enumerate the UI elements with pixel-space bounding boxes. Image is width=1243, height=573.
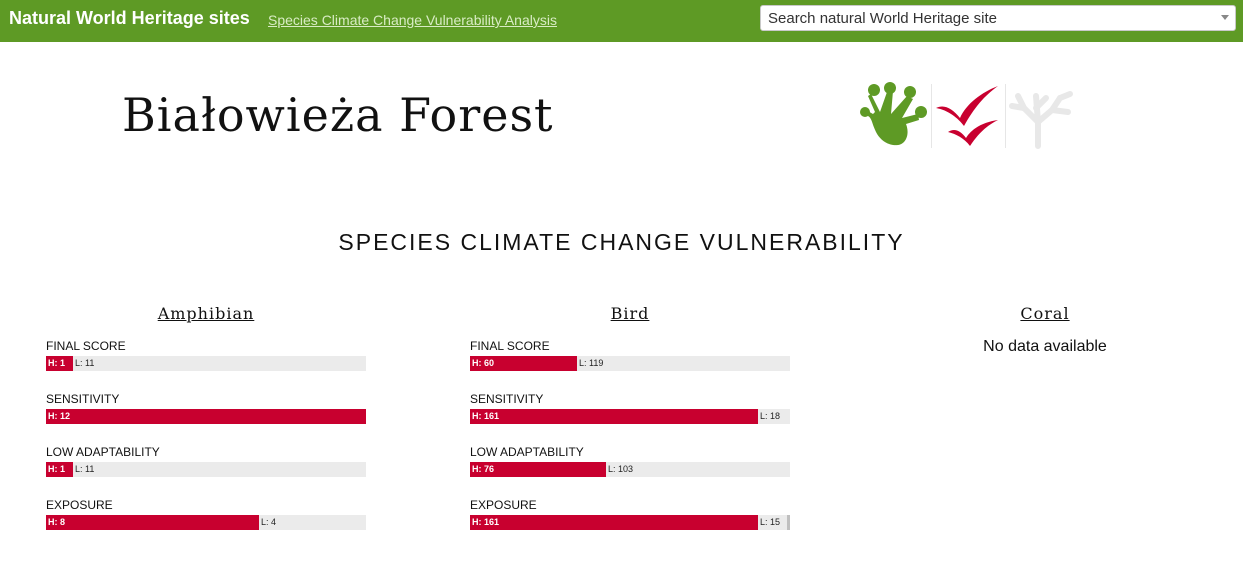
high-segment: H: 60	[470, 356, 577, 371]
low-value: L: 119	[579, 358, 604, 368]
metric-label: EXPOSURE	[470, 498, 537, 512]
metric-low-adaptability: LOW ADAPTABILITY H: 1 L: 11	[46, 445, 366, 498]
bird-icon	[936, 86, 998, 146]
unknown-segment	[787, 515, 790, 530]
high-value: H: 1	[48, 464, 66, 474]
search-placeholder: Search natural World Heritage site	[768, 10, 997, 27]
brand-title[interactable]: Natural World Heritage sites	[9, 8, 250, 28]
high-segment: H: 8	[46, 515, 259, 530]
high-value: H: 161	[472, 411, 500, 421]
group-title-coral[interactable]: Coral	[1020, 304, 1070, 323]
group-column-coral: Coral No data available	[885, 304, 1205, 356]
metric-label: LOW ADAPTABILITY	[470, 445, 584, 459]
site-search-select[interactable]: Search natural World Heritage site	[760, 5, 1236, 31]
low-value: L: 4	[261, 517, 277, 527]
score-bar: H: 1 L: 11	[46, 356, 366, 371]
low-value: L: 15	[760, 517, 781, 527]
metric-low-adaptability: LOW ADAPTABILITY H: 76 L: 103	[470, 445, 790, 498]
high-value: H: 12	[48, 411, 71, 421]
taxa-icons	[858, 82, 1078, 150]
metric-final-score: FINAL SCORE H: 60 L: 119	[470, 339, 790, 392]
high-segment: H: 1	[46, 462, 73, 477]
analysis-link[interactable]: Species Climate Change Vulnerability Ana…	[268, 12, 557, 28]
site-title: Białowieża Forest	[122, 88, 554, 142]
metric-sensitivity: SENSITIVITY H: 161 L: 18	[470, 392, 790, 445]
score-bar: H: 76 L: 103	[470, 462, 790, 477]
metric-label: SENSITIVITY	[470, 392, 544, 406]
metric-exposure: EXPOSURE H: 8 L: 4	[46, 498, 366, 551]
score-bar: H: 161 L: 18	[470, 409, 790, 424]
high-value: H: 8	[48, 517, 66, 527]
metric-label: FINAL SCORE	[46, 339, 126, 353]
group-column-bird: Bird FINAL SCORE H: 60 L: 119 SENSITIVITY H: …	[470, 304, 790, 551]
metric-label: LOW ADAPTABILITY	[46, 445, 160, 459]
high-value: H: 60	[472, 358, 495, 368]
high-segment: H: 76	[470, 462, 606, 477]
low-value: L: 103	[608, 464, 634, 474]
low-value: L: 11	[75, 358, 95, 368]
icon-divider	[1005, 84, 1006, 148]
section-title: SPECIES CLIMATE CHANGE VULNERABILITY	[338, 229, 905, 255]
high-segment: H: 161	[470, 515, 758, 530]
metric-label: FINAL SCORE	[470, 339, 550, 353]
low-value: L: 11	[75, 464, 95, 474]
metric-label: SENSITIVITY	[46, 392, 120, 406]
high-value: H: 1	[48, 358, 66, 368]
score-bar: H: 8 L: 4	[46, 515, 366, 530]
score-bar: H: 161 L: 15	[470, 515, 790, 530]
icon-divider	[931, 84, 932, 148]
score-bar: H: 1 L: 11	[46, 462, 366, 477]
metric-exposure: EXPOSURE H: 161 L: 15	[470, 498, 790, 551]
high-value: H: 161	[472, 517, 500, 527]
group-title-bird[interactable]: Bird	[610, 304, 650, 323]
score-bar: H: 60 L: 119	[470, 356, 790, 371]
high-segment: H: 161	[470, 409, 758, 424]
top-bar: Natural World Heritage sites Species Cli…	[0, 0, 1243, 42]
coral-icon	[1009, 91, 1073, 149]
high-segment: H: 1	[46, 356, 73, 371]
amphibian-icon	[860, 82, 927, 146]
metric-label: EXPOSURE	[46, 498, 113, 512]
high-segment: H: 12	[46, 409, 366, 424]
metric-final-score: FINAL SCORE H: 1 L: 11	[46, 339, 366, 392]
group-column-amphibian: Amphibian FINAL SCORE H: 1 L: 11 SENSITIVITY…	[46, 304, 366, 551]
score-bar: H: 12	[46, 409, 366, 424]
high-value: H: 76	[472, 464, 495, 474]
low-value: L: 18	[760, 411, 781, 421]
metric-sensitivity: SENSITIVITY H: 12	[46, 392, 366, 445]
chevron-down-icon[interactable]	[1221, 15, 1229, 20]
group-title-amphibian[interactable]: Amphibian	[157, 304, 255, 323]
no-data-message: No data available	[983, 338, 1107, 355]
